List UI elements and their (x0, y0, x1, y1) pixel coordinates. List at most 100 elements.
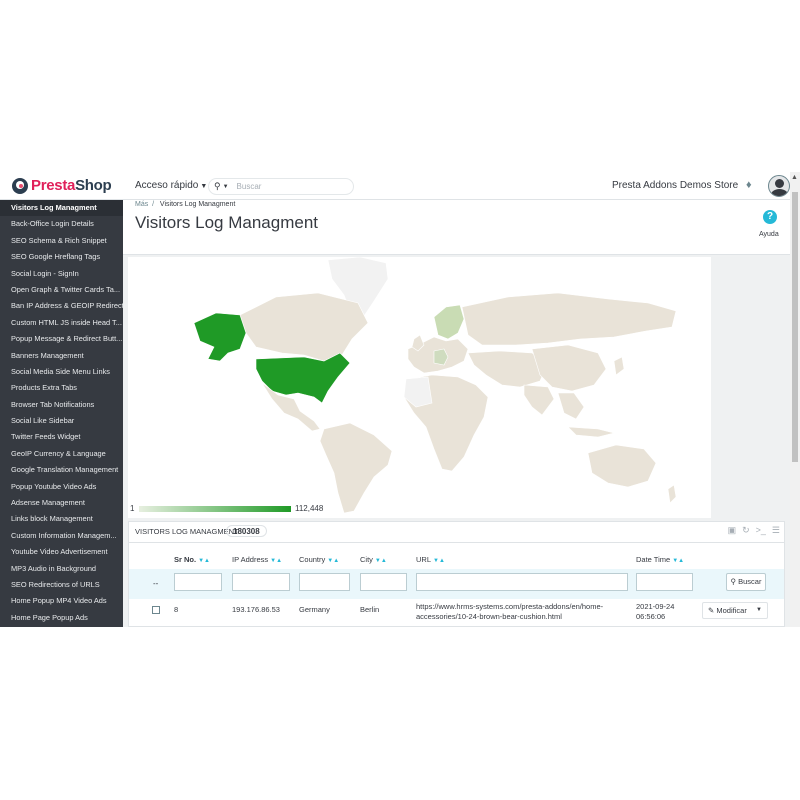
filter-date-input[interactable] (636, 573, 693, 591)
sidebar-item[interactable]: Custom Information Managem... (11, 530, 117, 540)
map-region-united-states (255, 352, 351, 404)
sidebar-item[interactable]: Twitter Feeds Widget (11, 432, 81, 442)
sort-arrows-icon[interactable]: ▼▲ (198, 558, 210, 564)
filter-country-input[interactable] (299, 573, 350, 591)
sidebar-item[interactable]: Google Translation Management (11, 465, 119, 475)
sort-arrows-icon[interactable]: ▼▲ (672, 558, 685, 564)
vertical-scrollbar[interactable]: ▲ (790, 172, 800, 627)
map-side-area (711, 257, 790, 518)
column-header-country[interactable]: Country ▼▲ (299, 555, 340, 564)
sidebar-item[interactable]: Open Graph & Twitter Cards Ta... (11, 284, 120, 294)
database-icon[interactable]: ☰ (771, 525, 780, 535)
quick-access-label: Acceso rápido (135, 180, 199, 191)
sidebar-item[interactable]: SEO Google Hreflang Tags (11, 252, 101, 262)
sidebar-item[interactable]: MP3 Audio in Background (11, 563, 97, 573)
sidebar-item[interactable]: Back-Office Login Details (11, 219, 94, 229)
sort-arrows-icon[interactable]: ▼▲ (374, 558, 387, 564)
breadcrumb-current: Visitors Log Managment (159, 201, 236, 208)
export-icon[interactable]: ▣ (727, 525, 737, 535)
breadcrumb-parent[interactable]: Más (135, 201, 149, 208)
search-bar[interactable]: ⚲ ▼ Buscar (208, 178, 354, 195)
search-button[interactable]: ⚲ Buscar (726, 573, 766, 591)
brand-name-a: Presta (31, 177, 76, 194)
row-checkbox[interactable] (152, 606, 160, 614)
sidebar-item[interactable]: Adsense Management (11, 498, 85, 508)
top-header: PrestaShop Acceso rápido ▼ ⚲ ▼ Buscar Pres… (0, 172, 800, 200)
search-icon[interactable]: ⚲ (214, 181, 221, 191)
sidebar-item[interactable]: Links block Management (11, 514, 93, 524)
sidebar-item[interactable]: SEO Schema & Rich Snippet (11, 235, 107, 245)
column-header-ip-address[interactable]: IP Address ▼▲ (232, 555, 283, 564)
record-count-badge: 180308 (226, 525, 267, 537)
map-region-canada (239, 292, 369, 362)
filter-ip-input[interactable] (232, 573, 290, 591)
map-region-south-america (319, 422, 393, 514)
bell-icon[interactable]: ♦ (746, 179, 752, 191)
caret-down-icon[interactable]: ▼ (756, 607, 762, 613)
quick-access-menu[interactable]: Acceso rápido ▼ (135, 180, 207, 191)
cell-city: Berlin (360, 605, 380, 614)
filter-url-input[interactable] (416, 573, 628, 591)
chevron-down-icon[interactable]: ▼ (222, 183, 229, 190)
sidebar-item[interactable]: Banners Management (11, 350, 84, 360)
visitors-log-panel: VISITORS LOG MANAGMENT 180308 ▣ ↻ >_ ☰ S… (128, 521, 785, 627)
edit-button[interactable]: ✎ Modificar ▼ (702, 602, 768, 619)
sidebar-item[interactable]: Visitors Log Managment (0, 200, 123, 217)
map-region-middle-east (467, 350, 549, 388)
page-title: Visitors Log Managment (135, 213, 319, 232)
sidebar-item[interactable]: Social Media Side Menu Links (11, 366, 111, 376)
column-header-date-time[interactable]: Date Time ▼▲ (636, 555, 685, 564)
sidebar: Visitors Log Managment Back-Office Login … (0, 200, 123, 627)
sidebar-item[interactable]: Home Page Popup Ads (11, 612, 88, 622)
legend-gradient-bar (139, 506, 291, 512)
panel-divider (129, 542, 784, 543)
sidebar-item[interactable]: SEO Redirections of URLS (11, 579, 100, 589)
help-label[interactable]: Ayuda (759, 231, 779, 238)
sidebar-item[interactable]: Popup Youtube Video Ads (11, 481, 97, 491)
column-header-sr-no[interactable]: Sr No. ▼▲ (174, 555, 210, 564)
brand-name-b: Shop (75, 177, 112, 194)
scrollbar-thumb[interactable] (792, 192, 798, 462)
filter-sr-no-input[interactable] (174, 573, 222, 591)
map-region-north-africa-nodata (403, 376, 433, 408)
sidebar-item[interactable]: Custom HTML JS inside Head T... (11, 317, 122, 327)
store-name-link[interactable]: Presta Addons Demos Store (612, 180, 739, 191)
legend-max-value: 112,448 (295, 504, 324, 513)
sidebar-item[interactable]: Social Like Sidebar (11, 416, 75, 426)
sort-arrows-icon[interactable]: ▼▲ (327, 558, 340, 564)
panel-title: VISITORS LOG MANAGMENT (135, 527, 239, 536)
sidebar-item[interactable]: Ban IP Address & GEOIP Redirect (11, 301, 123, 311)
column-header-url[interactable]: URL ▼▲ (416, 555, 445, 564)
sort-arrows-icon[interactable]: ▼▲ (433, 558, 445, 564)
scroll-up-icon[interactable]: ▲ (791, 174, 798, 181)
map-region-new-zealand (667, 484, 677, 504)
map-region-mexico (261, 382, 321, 432)
map-region-southeast-asia (557, 392, 585, 420)
pencil-icon: ✎ (708, 606, 715, 615)
cell-time: 06:56:06 (636, 612, 666, 621)
map-region-japan (613, 356, 625, 376)
panel-toolbar: ▣ ↻ >_ ☰ (728, 525, 780, 536)
map-region-china (531, 344, 607, 392)
sql-query-icon[interactable]: >_ (755, 525, 766, 535)
sidebar-item[interactable]: GeoIP Currency & Language (11, 448, 106, 458)
sidebar-item[interactable]: Browser Tab Notifications (11, 399, 95, 409)
filter-city-input[interactable] (360, 573, 407, 591)
sidebar-item[interactable]: Social Login - SignIn (11, 268, 79, 278)
map-region-india (523, 384, 555, 416)
sort-arrows-icon[interactable]: ▼▲ (270, 558, 283, 564)
refresh-icon[interactable]: ↻ (742, 525, 750, 535)
avatar[interactable] (768, 175, 790, 197)
column-header-city[interactable]: City ▼▲ (360, 555, 387, 564)
screenshot-area: PrestaShop Acceso rápido ▼ ⚲ ▼ Buscar Pres… (0, 172, 800, 627)
sidebar-item[interactable]: Products Extra Tabs (11, 383, 77, 393)
cell-ip-address: 193.176.86.53 (232, 605, 280, 614)
search-input[interactable]: Buscar (236, 182, 262, 191)
breadcrumb-separator: / (152, 201, 155, 208)
sidebar-item[interactable]: Youtube Video Advertisement (11, 547, 108, 557)
prestashop-logo[interactable]: PrestaShop (12, 177, 112, 194)
breadcrumb: Más / Visitors Log Managment (135, 201, 235, 208)
sidebar-item[interactable]: Home Popup MP4 Video Ads (11, 596, 107, 606)
sidebar-item[interactable]: Popup Message & Redirect Butt... (11, 334, 123, 344)
help-icon[interactable]: ? (763, 210, 777, 224)
